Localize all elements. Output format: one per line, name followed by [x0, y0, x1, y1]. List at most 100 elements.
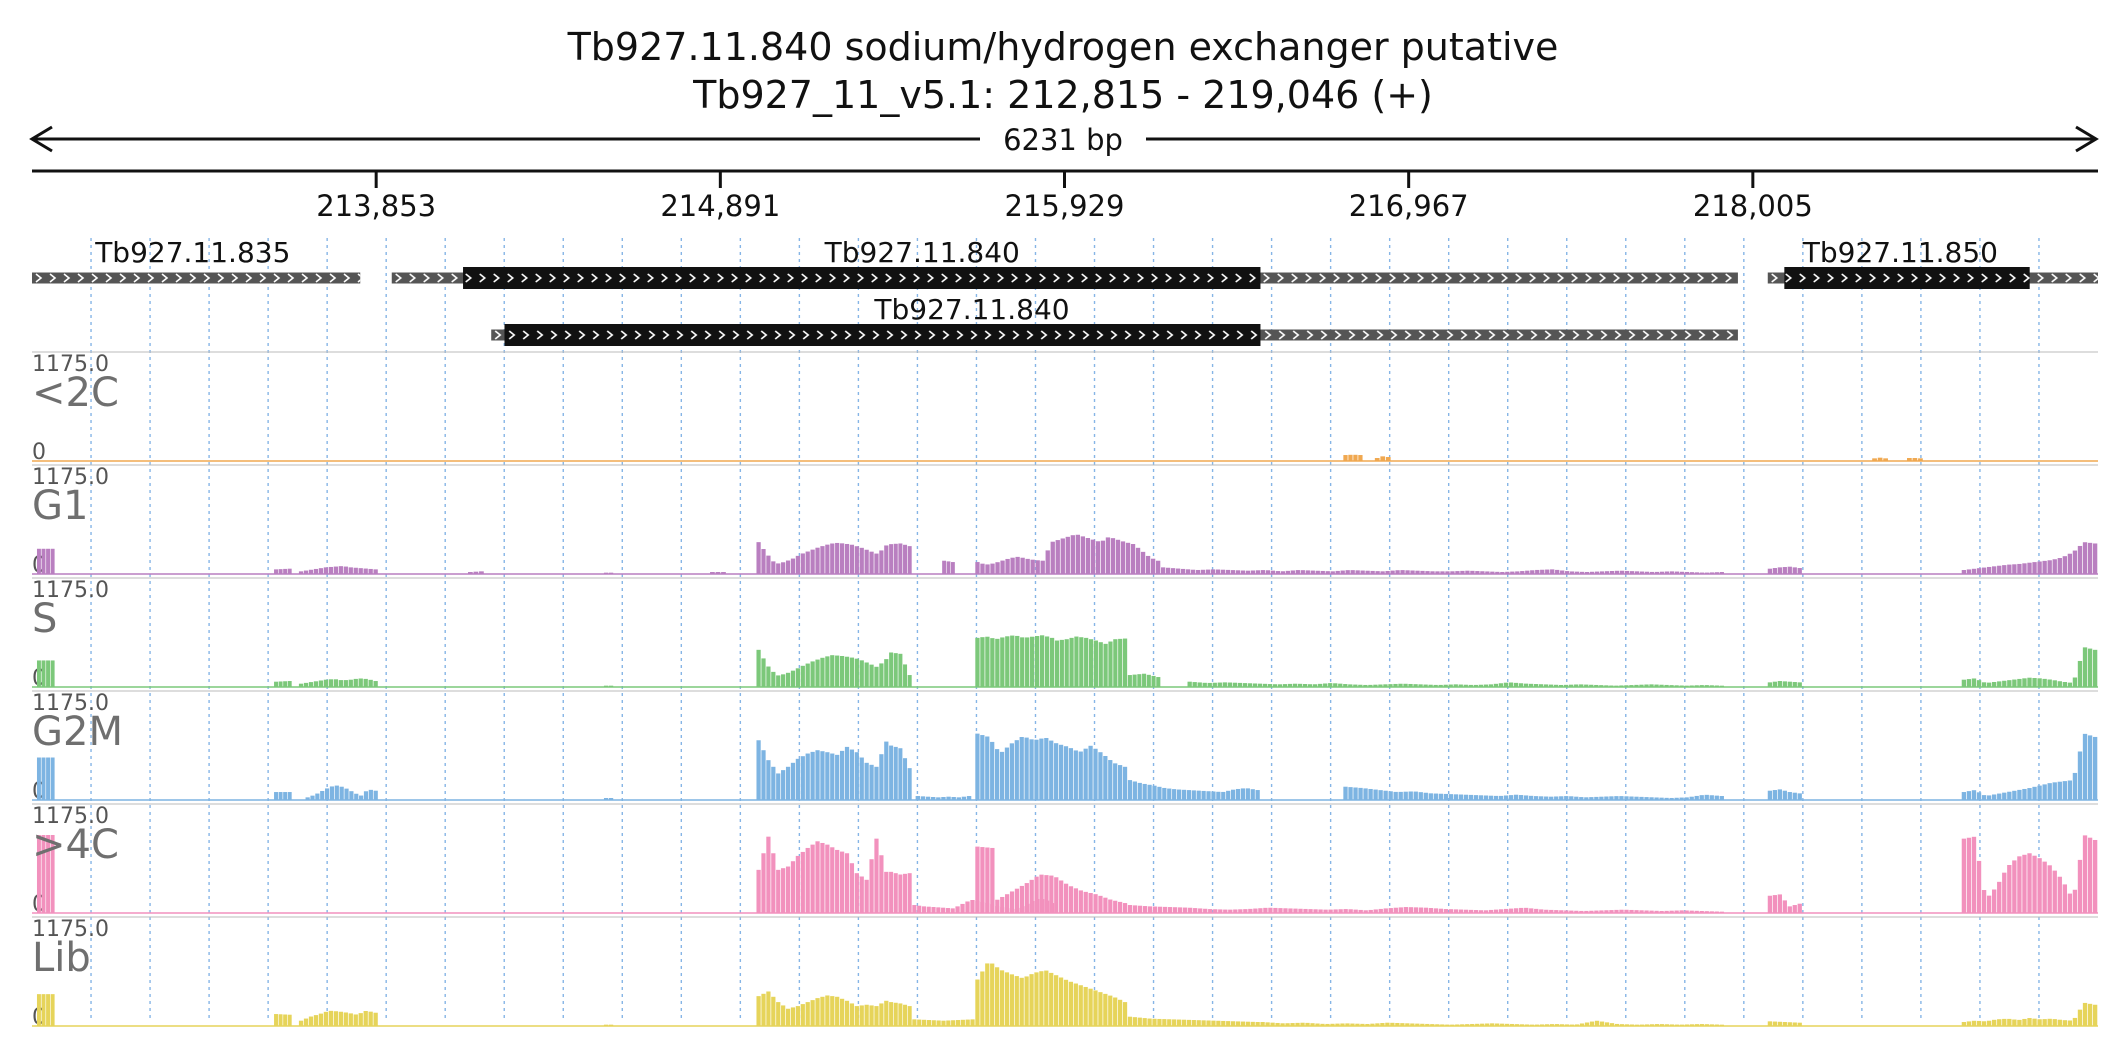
coverage-bar [338, 680, 343, 687]
coverage-bar [1358, 787, 1363, 800]
coverage-bar [1503, 795, 1509, 800]
coverage-bar [2007, 791, 2012, 800]
coverage-bar [1113, 997, 1118, 1026]
coverage-bar [1010, 635, 1015, 687]
coverage-bar [1253, 908, 1258, 913]
coverage-bar [1221, 1020, 1226, 1026]
coverage-bar [926, 906, 931, 913]
coverage-bar [1767, 895, 1773, 913]
coverage-bar [315, 793, 320, 800]
coverage-bar [1528, 683, 1534, 687]
track-label: Lib [32, 935, 91, 981]
coverage-bar [1358, 684, 1363, 687]
coverage-bar [1579, 571, 1585, 574]
coverage-bar [1483, 684, 1489, 687]
coverage-bar [1115, 539, 1121, 574]
gene-label: Tb927.11.835 [94, 236, 290, 269]
coverage-bar [1185, 569, 1191, 574]
coverage-bar [766, 991, 771, 1026]
track-scale-max: 1175.0 [32, 804, 109, 829]
coverage-bar [1380, 456, 1386, 461]
coverage-bar [1363, 684, 1368, 687]
coverage-bar [1719, 1024, 1724, 1026]
coverage-bar [805, 753, 810, 800]
gene-model: Tb927.11.840 [491, 293, 1738, 346]
coverage-bar [800, 851, 805, 913]
coverage-bar [1654, 797, 1659, 800]
coverage-bar [884, 871, 889, 913]
coverage-bar [756, 542, 761, 574]
coverage-bar [353, 678, 358, 687]
gene-strand-arrows [1767, 272, 2098, 284]
coverage-bar [879, 1003, 884, 1026]
coverage-bar [1523, 795, 1529, 800]
coverage-bar [1267, 684, 1273, 687]
coverage-bar [1039, 635, 1045, 687]
coverage-bar [1152, 785, 1157, 800]
coverage-bar [830, 847, 835, 913]
coverage-bar [1604, 1022, 1610, 1026]
coverage-bar [1307, 684, 1313, 687]
coverage-bar [912, 905, 917, 913]
coverage-bar [1550, 569, 1555, 574]
coverage-bar [965, 901, 970, 913]
coverage-bar [1410, 1023, 1415, 1026]
coverage-bar [1787, 1022, 1792, 1026]
coverage-bar [373, 569, 378, 574]
coverage-bar [785, 766, 791, 800]
coverage-bar [1132, 781, 1137, 800]
coverage-bar [1669, 571, 1675, 574]
coverage-bar [1478, 910, 1484, 913]
coverage-bar [1049, 740, 1054, 800]
coverage-bar [1353, 454, 1358, 461]
coverage-bar [810, 549, 815, 574]
coverage-bar [1073, 750, 1078, 800]
coverage-bar [839, 998, 845, 1026]
coverage-bar [945, 908, 950, 913]
coverage-bar [2042, 784, 2047, 800]
coverage-bar [1345, 1023, 1350, 1026]
coverage-bar [1127, 905, 1133, 913]
coverage-bar [830, 655, 835, 687]
coverage-bar [825, 544, 830, 574]
coverage-bar [1108, 995, 1113, 1026]
coverage-bar [2017, 856, 2022, 913]
coverage-bar [1704, 1024, 1709, 1026]
coverage-bar [1075, 534, 1080, 574]
coverage-bar [1393, 907, 1398, 913]
coverage-bar [1415, 570, 1420, 574]
coverage-bar [790, 1007, 796, 1026]
coverage-bar [1235, 570, 1241, 574]
coverage-bar [1629, 685, 1634, 687]
coverage-bar [1226, 790, 1231, 800]
coverage-bar [1425, 1023, 1430, 1026]
coverage-bar [931, 797, 936, 800]
coverage-bar [1976, 792, 1982, 800]
coverage-bar [1709, 1024, 1714, 1026]
coverage-bar [781, 562, 786, 574]
coverage-bar [1714, 572, 1719, 574]
coverage-bar [1797, 793, 1802, 800]
coverage-bar [1689, 685, 1694, 687]
coverage-bar [1385, 457, 1391, 461]
coverage-bar [1083, 986, 1088, 1026]
coverage-bar [1569, 684, 1574, 687]
coverage-bar [1132, 674, 1137, 687]
coverage-bar [1654, 571, 1660, 574]
coverage-bar [1684, 571, 1690, 574]
coverage-bar [373, 1012, 378, 1026]
coverage-bar [2007, 564, 2012, 574]
coverage-bar [1515, 1024, 1520, 1026]
coverage-bar [1498, 795, 1504, 800]
coverage-bar [985, 636, 990, 687]
coverage-bar [844, 1000, 850, 1026]
coverage-bar [1132, 1017, 1137, 1026]
coverage-bar [41, 994, 46, 1026]
coverage-bar [36, 757, 41, 800]
coverage-bar [1518, 795, 1524, 800]
coverage-bar [805, 551, 810, 574]
coverage-bar [1664, 571, 1670, 574]
coverage-bar [1233, 909, 1238, 913]
coverage-bar [1599, 796, 1604, 800]
axis-tick-label: 214,891 [660, 189, 780, 223]
